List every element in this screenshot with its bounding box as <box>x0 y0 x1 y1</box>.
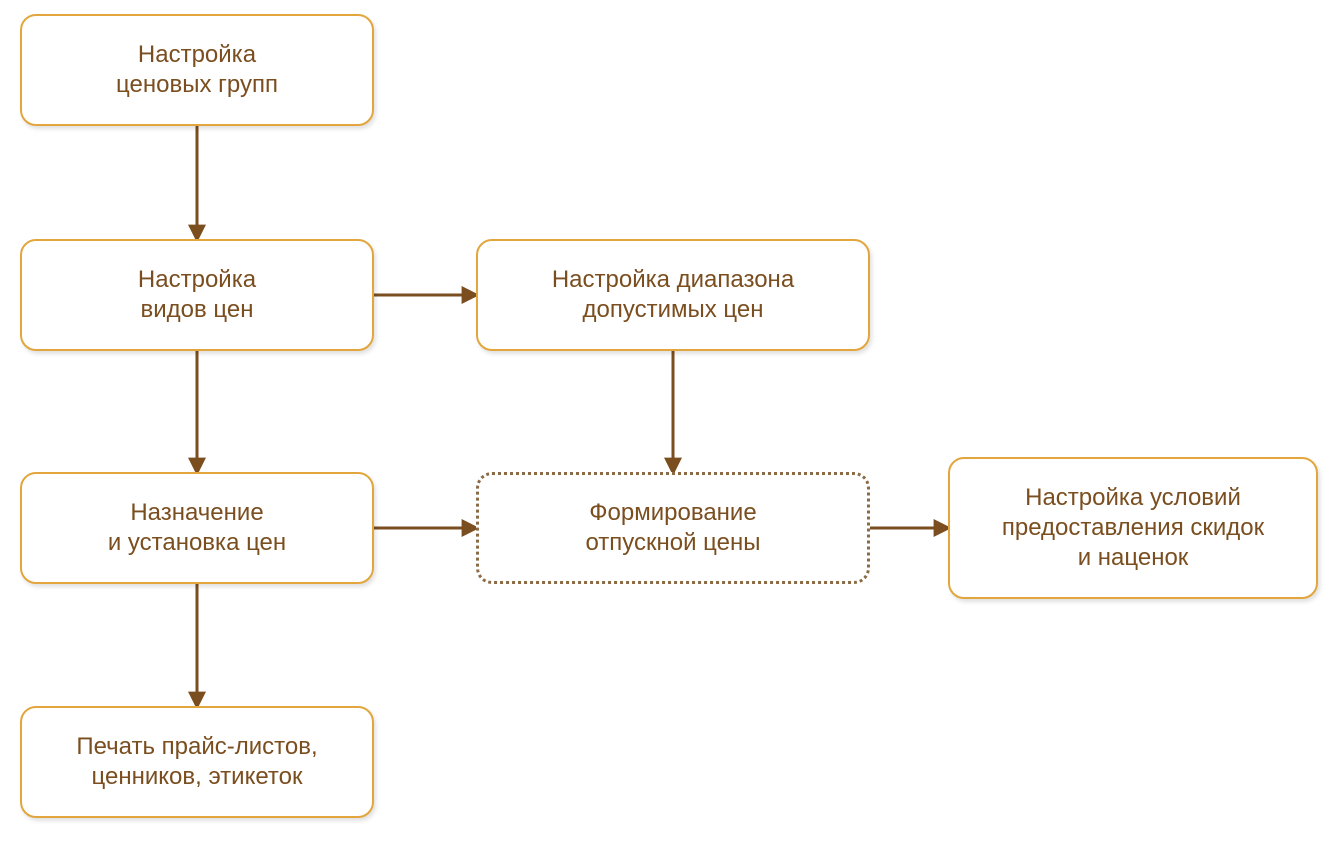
flowchart-canvas: Настройка ценовых групп Настройка видов ц… <box>0 0 1326 864</box>
flowchart-node-n1: Настройка ценовых групп <box>20 14 374 126</box>
flowchart-node-n2: Настройка видов цен <box>20 239 374 351</box>
flowchart-node-n5: Формирование отпускной цены <box>476 472 870 584</box>
flowchart-node-n3: Настройка диапазона допустимых цен <box>476 239 870 351</box>
flowchart-node-n4: Назначение и установка цен <box>20 472 374 584</box>
flowchart-node-n7: Печать прайс-листов, ценников, этикеток <box>20 706 374 818</box>
flowchart-node-n6: Настройка условий предоставления скидок … <box>948 457 1318 599</box>
